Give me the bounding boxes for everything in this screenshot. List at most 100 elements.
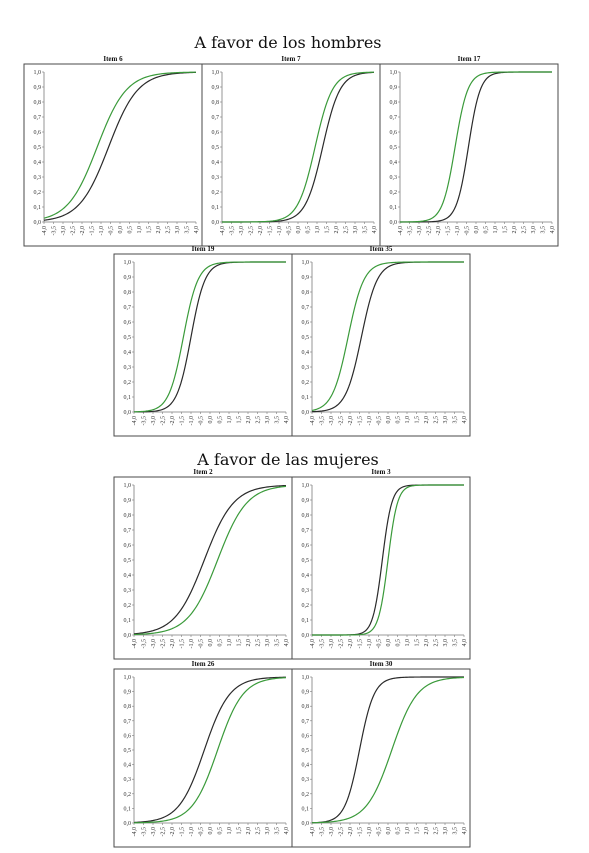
x-tick-label: 2,0 <box>246 639 252 647</box>
y-tick-label: 0,8 <box>302 290 310 296</box>
series-line-2 <box>312 484 464 636</box>
x-tick-label: 2,5 <box>522 226 528 234</box>
x-tick-label: -1,5 <box>90 226 96 236</box>
x-tick-label: -0,5 <box>377 639 383 649</box>
y-tick-label: 0,3 <box>302 588 310 594</box>
x-tick-label: -3,5 <box>320 416 326 426</box>
x-tick-label: -0,5 <box>287 226 293 236</box>
x-tick-label: 0,0 <box>208 827 214 835</box>
x-tick-label: -2,5 <box>339 827 345 837</box>
y-tick-label: 0,7 <box>124 719 132 725</box>
y-tick-label: 0,2 <box>34 190 42 196</box>
y-tick-label: 0,7 <box>302 305 310 311</box>
x-tick-label: 3,0 <box>265 639 271 647</box>
x-tick-label: 1,0 <box>405 827 411 835</box>
x-tick-label: -2,0 <box>80 226 86 236</box>
x-tick-label: 3,0 <box>443 827 449 835</box>
x-tick-label: 2,0 <box>512 226 518 234</box>
x-tick-label: -2,5 <box>161 416 167 426</box>
x-tick-label: -4,0 <box>132 416 138 426</box>
panel-title: Item 26 <box>192 660 215 668</box>
y-tick-label: 0,8 <box>390 100 398 106</box>
x-tick-label: -4,0 <box>132 827 138 837</box>
x-tick-label: -4,0 <box>398 226 404 236</box>
chart-panel-7: Item 3 0,0 0,1 0,2 0,3 0,4 0,5 0,6 0,7 0,8 0,9 1,0 -… <box>291 468 471 660</box>
y-tick-label: 0,6 <box>34 130 42 136</box>
x-tick-label: -0,5 <box>109 226 115 236</box>
x-tick-label: -0,5 <box>465 226 471 236</box>
x-tick-label: -0,5 <box>199 827 205 837</box>
y-tick-label: 0,6 <box>212 130 220 136</box>
x-tick-label: -3,0 <box>61 226 67 236</box>
chart-panel-5: Item 35 0,0 0,1 0,2 0,3 0,4 0,5 0,6 0,7 0,8 0,9 1,0… <box>291 245 471 437</box>
y-tick-label: 0,8 <box>124 704 132 710</box>
y-tick-label: 0,4 <box>390 160 398 166</box>
x-tick-label: 3,5 <box>185 226 191 234</box>
x-tick-label: -2,0 <box>170 416 176 426</box>
x-tick-label: 2,5 <box>434 639 440 647</box>
x-tick-label: 3,0 <box>443 639 449 647</box>
x-tick-label: -2,5 <box>71 226 77 236</box>
series-line-2 <box>222 71 375 223</box>
y-tick-label: 0,5 <box>124 335 132 341</box>
y-tick-label: 0,0 <box>302 410 310 416</box>
y-tick-label: 0,7 <box>212 115 220 121</box>
x-tick-label: -3,0 <box>329 416 335 426</box>
y-tick-label: 1,0 <box>124 260 132 266</box>
y-tick-label: 0,4 <box>34 160 42 166</box>
x-tick-label: -3,5 <box>142 416 148 426</box>
section-title-men: A favor de los hombres <box>193 33 381 52</box>
y-tick-label: 0,9 <box>302 690 310 696</box>
x-tick-label: 2,5 <box>344 226 350 234</box>
x-tick-label: 3,5 <box>275 827 281 835</box>
x-tick-label: -2,5 <box>339 639 345 649</box>
y-tick-label: 0,6 <box>390 130 398 136</box>
panel-title: Item 7 <box>281 55 301 63</box>
x-tick-label: 3,5 <box>453 827 459 835</box>
x-tick-label: 2,0 <box>424 639 430 647</box>
x-tick-label: 2,0 <box>334 226 340 234</box>
y-tick-label: 0,5 <box>124 558 132 564</box>
y-tick-label: 0,1 <box>390 205 398 211</box>
x-tick-label: 3,5 <box>541 226 547 234</box>
y-tick-label: 1,0 <box>390 70 398 76</box>
y-tick-label: 0,2 <box>212 190 220 196</box>
x-tick-label: -1,0 <box>455 226 461 236</box>
y-tick-label: 0,9 <box>302 275 310 281</box>
series-line-2 <box>133 677 287 824</box>
x-tick-label: 0,0 <box>208 639 214 647</box>
x-tick-label: 0,5 <box>218 416 224 424</box>
x-tick-label: 4,0 <box>462 827 468 835</box>
chart-panel-2: Item 7 0,0 0,1 0,2 0,3 0,4 0,5 0,6 0,7 0,8 0,9 1,0 -… <box>201 55 381 247</box>
x-tick-label: 2,0 <box>246 416 252 424</box>
x-tick-label: 2,5 <box>166 226 172 234</box>
x-tick-label: 4,0 <box>462 639 468 647</box>
y-tick-label: 0,6 <box>302 733 310 739</box>
x-tick-label: -3,0 <box>329 827 335 837</box>
y-tick-label: 0,1 <box>302 395 310 401</box>
y-tick-label: 0,2 <box>124 603 132 609</box>
y-tick-label: 0,1 <box>124 618 132 624</box>
y-tick-label: 0,9 <box>124 275 132 281</box>
x-tick-label: 1,0 <box>137 226 143 234</box>
panel-title: Item 3 <box>371 468 391 476</box>
y-tick-label: 0,7 <box>302 528 310 534</box>
x-tick-label: 0,0 <box>386 416 392 424</box>
x-tick-label: -1,0 <box>277 226 283 236</box>
y-tick-label: 0,8 <box>302 704 310 710</box>
x-tick-label: 4,0 <box>462 416 468 424</box>
x-tick-label: -2,0 <box>348 827 354 837</box>
x-tick-label: 4,0 <box>284 639 290 647</box>
y-tick-label: 1,0 <box>34 70 42 76</box>
x-tick-label: 1,0 <box>405 416 411 424</box>
x-tick-label: 2,5 <box>434 827 440 835</box>
x-tick-label: 3,5 <box>453 416 459 424</box>
series-line-1 <box>311 676 464 824</box>
y-tick-label: 0,0 <box>212 220 220 226</box>
y-tick-label: 0,4 <box>212 160 220 166</box>
x-tick-label: -4,0 <box>42 226 48 236</box>
x-tick-label: -1,0 <box>189 639 195 649</box>
x-tick-label: 1,0 <box>227 639 233 647</box>
x-tick-label: -3,5 <box>320 639 326 649</box>
y-tick-label: 0,2 <box>124 380 132 386</box>
